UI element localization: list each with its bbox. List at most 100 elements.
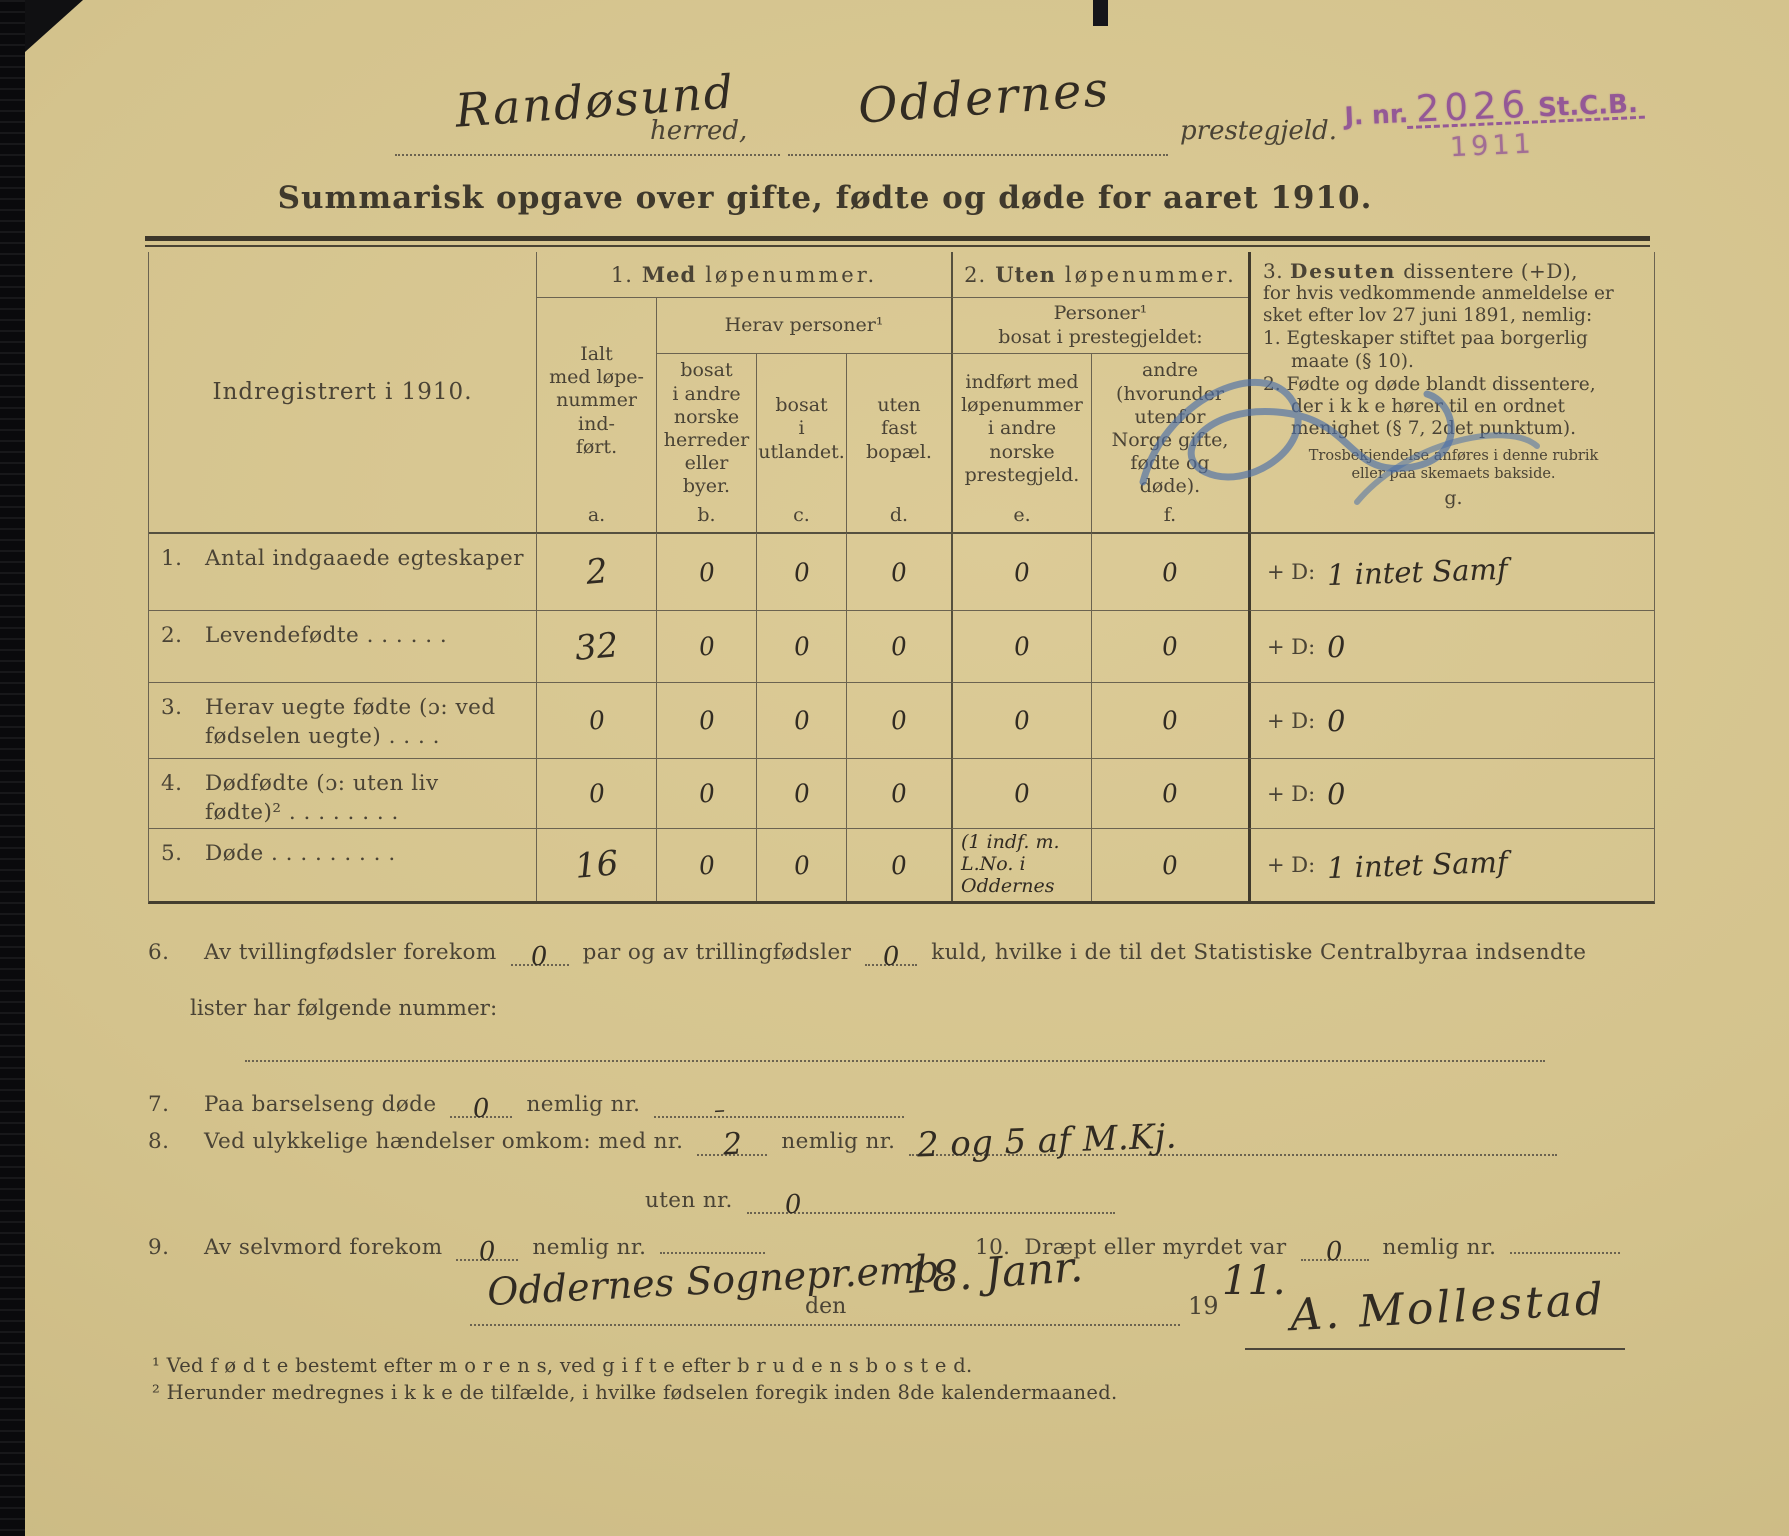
cell-e: 0 xyxy=(951,532,1091,610)
section-number: 10. xyxy=(975,1235,1011,1260)
form-title: Summarisk opgave over gifte, fødte og dø… xyxy=(277,180,1373,216)
tvilling-blank: 0 xyxy=(510,936,569,972)
group3-item2: 2. Fødte og døde blandt dissentere, der … xyxy=(1263,373,1596,440)
cell-a: 0 xyxy=(536,758,656,828)
hand-value: 0 xyxy=(889,556,909,588)
section-text: nemlig nr. xyxy=(526,1092,641,1117)
journal-stamp: J. nr. 2026 St.C.B. 1911 xyxy=(1343,77,1656,167)
cell-e: 0 xyxy=(951,682,1091,758)
cell-d: 0 xyxy=(846,828,951,901)
group2-rest: løpenummer. xyxy=(1064,262,1237,287)
section-8: 8. Ved ulykkelige hændelser omkom: med n… xyxy=(148,1116,1558,1166)
col-b-header: bosat i andre norske herreder eller byer… xyxy=(656,354,756,504)
section-8-uten: uten nr. 0 xyxy=(645,1184,1115,1220)
group2-bold: Uten xyxy=(995,262,1056,287)
section-10: 10. Dræpt eller myrdet var 0 nemlig nr. xyxy=(975,1224,1621,1267)
hand-value: 0 xyxy=(792,631,811,662)
hand-value: 0 xyxy=(697,631,716,662)
cell-f: 0 xyxy=(1091,758,1248,828)
group2-header: 2. Uten løpenummer. xyxy=(951,252,1248,298)
section-text: nemlig nr. xyxy=(532,1235,647,1260)
cell-c: 0 xyxy=(756,532,846,610)
section-text: Ved ulykkelige hændelser omkom: med nr. xyxy=(204,1129,684,1154)
row-number: 4. xyxy=(161,771,183,796)
cell-f: 0 xyxy=(1091,610,1248,682)
dateline-year-printed: 19 xyxy=(1188,1292,1219,1320)
dateline-den: den xyxy=(805,1294,847,1319)
paper-sheet xyxy=(25,0,1789,1536)
hand-value: 0 xyxy=(783,1189,803,1221)
footnote-1: ¹ Ved f ø d t e bestemt efter m o r e n … xyxy=(152,1354,973,1377)
cell-dissenter: + D: 1 intet Samf xyxy=(1248,828,1654,901)
group3-note: Trosbekjendelse anføres i denne rubrik e… xyxy=(1308,448,1599,483)
hand-value: 0 xyxy=(1012,705,1032,736)
nemlig-blank: – xyxy=(654,1088,905,1123)
trilling-blank: 0 xyxy=(865,936,918,972)
col-d-header: uten fast bopæl. xyxy=(846,354,951,504)
group3-rest: dissentere (+D), xyxy=(1403,259,1579,283)
cell-b: 0 xyxy=(656,682,756,758)
hand-value: 0 xyxy=(1160,778,1180,809)
group1-bold: Med xyxy=(641,262,697,287)
herred-blank-line xyxy=(395,152,780,156)
table-row-label: 4. Dødfødte (ɔ: uten liv fødte)² . . . .… xyxy=(149,758,536,828)
cell-dissenter: + D: 0 xyxy=(1248,682,1654,758)
table-row-label: 2. Levendefødte . . . . . . xyxy=(149,610,536,682)
herav-header: Herav personer¹ xyxy=(656,298,951,354)
hand-value: 0 xyxy=(1012,556,1032,588)
section-6: 6. Av tvillingfødsler forekom 0 par og a… xyxy=(148,936,1586,972)
dateline-year-hand: 11. xyxy=(1222,1258,1286,1304)
cell-d: 0 xyxy=(846,758,951,828)
row-number: 1. xyxy=(161,546,183,571)
cell-a: 2 xyxy=(536,532,656,610)
cell-b: 0 xyxy=(656,828,756,901)
nemlig-blank xyxy=(1510,1224,1621,1254)
cell-f: 0 xyxy=(1091,532,1248,610)
cell-a: 0 xyxy=(536,682,656,758)
hand-value: – xyxy=(713,1097,727,1124)
group2-no: 2. xyxy=(964,262,987,287)
group3-header: 3. Desuten dissentere (+D), for hvis ved… xyxy=(1248,252,1654,532)
nemlig-blank xyxy=(660,1224,766,1254)
cell-a: 32 xyxy=(536,610,656,682)
group3-intro: for hvis vedkommende anmeldelse er sket … xyxy=(1263,283,1614,327)
selvmord-blank: 0 xyxy=(456,1231,519,1267)
col-letter-g: g. xyxy=(1444,486,1463,509)
section-text: par og av trillingfødsler xyxy=(582,940,852,965)
signature-line xyxy=(1245,1348,1625,1350)
cell-d: 0 xyxy=(846,682,951,758)
stamp-jnr-label: J. nr. xyxy=(1343,99,1409,131)
barselseng-blank: 0 xyxy=(450,1088,513,1124)
cell-c: 0 xyxy=(756,758,846,828)
hand-value: 2 xyxy=(721,1126,744,1163)
group3-item1: 1. Egteskaper stiftet paa borgerlig maat… xyxy=(1263,328,1588,372)
cell-e: 0 xyxy=(951,610,1091,682)
cell-f: 0 xyxy=(1091,682,1248,758)
col-letter-f: f. xyxy=(1091,504,1248,532)
section-text: nemlig nr. xyxy=(1382,1235,1497,1260)
group1-header: 1. Med løpenummer. xyxy=(536,252,951,298)
blue-pencil-scribble xyxy=(1139,379,1540,505)
hand-value: 0 xyxy=(1160,631,1180,662)
section-number: 9. xyxy=(148,1235,170,1260)
section-text: Paa barselseng døde xyxy=(204,1092,437,1117)
section-text: uten nr. xyxy=(645,1188,733,1213)
hand-value: 0 xyxy=(530,941,549,973)
cell-b: 0 xyxy=(656,532,756,610)
draept-blank: 0 xyxy=(1300,1231,1369,1267)
paper-corner-shadow xyxy=(25,0,83,52)
hand-note: (1 indf. m. L.No. i Oddernes xyxy=(961,831,1060,897)
d-prefix: + D: xyxy=(1267,781,1316,806)
group3-no: 3. xyxy=(1263,259,1284,283)
cell-c: 0 xyxy=(756,610,846,682)
hand-value: 0 xyxy=(697,778,716,809)
hand-value: 0 xyxy=(889,849,909,881)
hand-value: 0 xyxy=(1012,631,1032,662)
row-label-text: Levendefødte . . . . . . xyxy=(205,623,448,648)
hand-value: 1 intet Samf xyxy=(1326,844,1509,886)
section-text: nemlig nr. xyxy=(781,1129,896,1154)
d-prefix: + D: xyxy=(1267,708,1316,733)
hand-value: 16 xyxy=(573,843,620,887)
hand-value: 0 xyxy=(792,705,811,736)
row-label-text: Antal indgaaede egteskaper xyxy=(205,546,524,571)
